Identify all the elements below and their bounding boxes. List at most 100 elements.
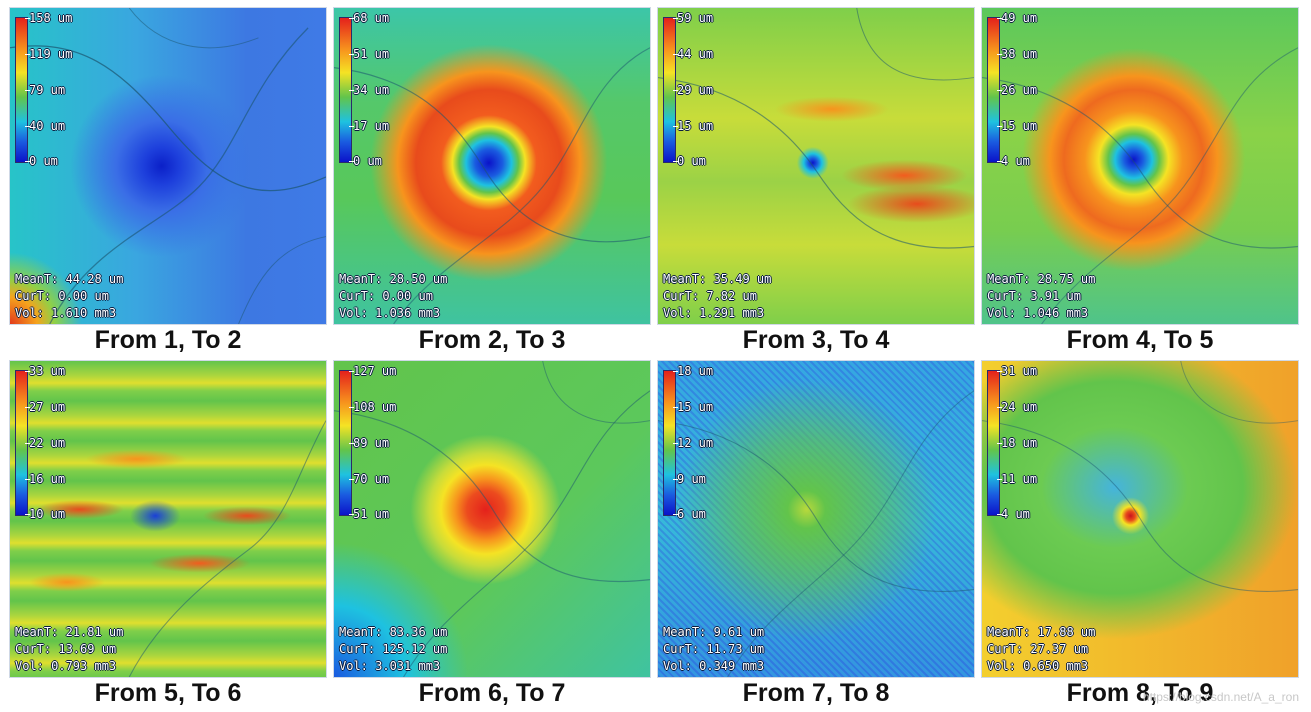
scale-tick: 127 um <box>348 364 397 378</box>
scale-tick: 15 um <box>672 119 714 133</box>
scale-tick: 51 um <box>348 507 390 521</box>
thickness-panel-8: 31 um 24 um 18 um 11 um 4 um MeanT: 17.8… <box>981 360 1299 708</box>
volume: Vol: 1.046 mm3 <box>987 306 1089 320</box>
stats-block: MeanT: 44.28 um CurT: 0.00 um Vol: 1.610… <box>15 271 123 322</box>
scale-tick: 15 um <box>996 119 1038 133</box>
stats-block: MeanT: 21.81 um CurT: 13.69 um Vol: 0.79… <box>15 624 123 675</box>
thickness-panel-7: 18 um 15 um 12 um 9 um 6 um MeanT: 9.61 … <box>657 360 975 708</box>
scale-tick: 9 um <box>673 472 706 486</box>
thickness-map: 49 um 38 um 26 um 15 um 4 um MeanT: 28.7… <box>981 7 1299 325</box>
current-thickness: CurT: 0.00 um <box>15 289 109 303</box>
scale-tick: 11 um <box>996 472 1038 486</box>
volume: Vol: 0.349 mm3 <box>663 659 765 673</box>
mean-thickness: MeanT: 35.49 um <box>663 272 772 286</box>
panel-caption: From 4, To 5 <box>1066 326 1214 354</box>
scale-tick: 0 um <box>25 154 58 168</box>
stats-block: MeanT: 35.49 um CurT: 7.82 um Vol: 1.291… <box>663 271 771 322</box>
vessel-overlay <box>658 390 974 677</box>
panel-caption: From 3, To 4 <box>742 326 890 354</box>
volume: Vol: 1.291 mm3 <box>663 306 765 320</box>
stats-block: MeanT: 28.75 um CurT: 3.91 um Vol: 1.046… <box>987 271 1095 322</box>
scale-tick: 33 um <box>24 364 66 378</box>
volume: Vol: 0.650 mm3 <box>987 659 1089 673</box>
thickness-map: 33 um 27 um 22 um 16 um 10 um MeanT: 21.… <box>9 360 327 678</box>
vessel-overlay <box>982 361 1298 592</box>
scale-tick: 18 um <box>996 436 1038 450</box>
current-thickness: CurT: 11.73 um <box>663 642 765 656</box>
vessel-overlay <box>658 8 974 249</box>
panel-caption: From 1, To 2 <box>94 326 242 354</box>
scale-tick: 68 um <box>348 11 390 25</box>
mean-thickness: MeanT: 44.28 um <box>15 272 124 286</box>
scale-tick: 18 um <box>672 364 714 378</box>
thickness-panel-3: 59 um 44 um 29 um 15 um 0 um MeanT: 35.4… <box>657 7 975 355</box>
scale-tick: 158 um <box>24 11 73 25</box>
scale-tick: 31 um <box>996 364 1038 378</box>
volume: Vol: 0.793 mm3 <box>15 659 117 673</box>
mean-thickness: MeanT: 28.75 um <box>987 272 1096 286</box>
scale-tick: 15 um <box>672 400 714 414</box>
vessel-overlay <box>128 420 326 677</box>
scale-tick: 10 um <box>24 507 66 521</box>
thickness-panel-4: 49 um 38 um 26 um 15 um 4 um MeanT: 28.7… <box>981 7 1299 355</box>
stats-block: MeanT: 17.88 um CurT: 27.37 um Vol: 0.65… <box>987 624 1095 675</box>
thickness-panel-1: 158 um 119 um 79 um 40 um 0 um MeanT: 44… <box>9 7 327 355</box>
stats-block: MeanT: 83.36 um CurT: 125.12 um Vol: 3.0… <box>339 624 447 675</box>
thickness-map: 18 um 15 um 12 um 9 um 6 um MeanT: 9.61 … <box>657 360 975 678</box>
scale-tick: 24 um <box>996 400 1038 414</box>
mean-thickness: MeanT: 17.88 um <box>987 625 1096 639</box>
scale-tick: 108 um <box>348 400 397 414</box>
panel-caption: From 6, To 7 <box>418 679 566 707</box>
vessel-overlay <box>334 361 650 677</box>
thickness-map: 59 um 44 um 29 um 15 um 0 um MeanT: 35.4… <box>657 7 975 325</box>
scale-tick: 16 um <box>24 472 66 486</box>
panel-caption: From 7, To 8 <box>742 679 890 707</box>
stats-block: MeanT: 28.50 um CurT: 0.00 um Vol: 1.036… <box>339 271 447 322</box>
scale-tick: 4 um <box>997 154 1030 168</box>
thickness-panel-5: 33 um 27 um 22 um 16 um 10 um MeanT: 21.… <box>9 360 327 708</box>
scale-tick: 0 um <box>673 154 706 168</box>
current-thickness: CurT: 27.37 um <box>987 642 1089 656</box>
thickness-panel-2: 68 um 51 um 34 um 17 um 0 um MeanT: 28.5… <box>333 7 651 355</box>
scale-tick: 89 um <box>348 436 390 450</box>
mean-thickness: MeanT: 28.50 um <box>339 272 448 286</box>
current-thickness: CurT: 3.91 um <box>987 289 1081 303</box>
scale-tick: 4 um <box>997 507 1030 521</box>
scale-tick: 38 um <box>996 47 1038 61</box>
scale-tick: 6 um <box>673 507 706 521</box>
scale-tick: 27 um <box>24 400 66 414</box>
scale-tick: 26 um <box>996 83 1038 97</box>
scale-tick: 49 um <box>996 11 1038 25</box>
scale-tick: 119 um <box>24 47 73 61</box>
thickness-map: 68 um 51 um 34 um 17 um 0 um MeanT: 28.5… <box>333 7 651 325</box>
scale-tick: 29 um <box>672 83 714 97</box>
scale-tick: 59 um <box>672 11 714 25</box>
volume: Vol: 1.610 mm3 <box>15 306 117 320</box>
thickness-map: 127 um 108 um 89 um 70 um 51 um MeanT: 8… <box>333 360 651 678</box>
current-thickness: CurT: 0.00 um <box>339 289 433 303</box>
watermark: https://blog.csdn.net/A_a_ron <box>1142 690 1299 704</box>
panel-caption: From 8, To 9 <box>1066 679 1214 707</box>
current-thickness: CurT: 7.82 um <box>663 289 757 303</box>
vessel-overlay <box>10 8 326 324</box>
scale-tick: 12 um <box>672 436 714 450</box>
stats-block: MeanT: 9.61 um CurT: 11.73 um Vol: 0.349… <box>663 624 764 675</box>
scale-tick: 79 um <box>24 83 66 97</box>
panel-caption: From 2, To 3 <box>418 326 566 354</box>
thickness-map: 31 um 24 um 18 um 11 um 4 um MeanT: 17.8… <box>981 360 1299 678</box>
mean-thickness: MeanT: 83.36 um <box>339 625 448 639</box>
scale-tick: 17 um <box>348 119 390 133</box>
thickness-map: 158 um 119 um 79 um 40 um 0 um MeanT: 44… <box>9 7 327 325</box>
scale-tick: 22 um <box>24 436 66 450</box>
thickness-panel-6: 127 um 108 um 89 um 70 um 51 um MeanT: 8… <box>333 360 651 708</box>
mean-thickness: MeanT: 9.61 um <box>663 625 765 639</box>
vessel-overlay <box>982 47 1298 324</box>
volume: Vol: 1.036 mm3 <box>339 306 441 320</box>
vessel-overlay <box>334 47 650 324</box>
scale-tick: 40 um <box>24 119 66 133</box>
scale-tick: 70 um <box>348 472 390 486</box>
scale-tick: 34 um <box>348 83 390 97</box>
current-thickness: CurT: 13.69 um <box>15 642 117 656</box>
volume: Vol: 3.031 mm3 <box>339 659 441 673</box>
current-thickness: CurT: 125.12 um <box>339 642 448 656</box>
